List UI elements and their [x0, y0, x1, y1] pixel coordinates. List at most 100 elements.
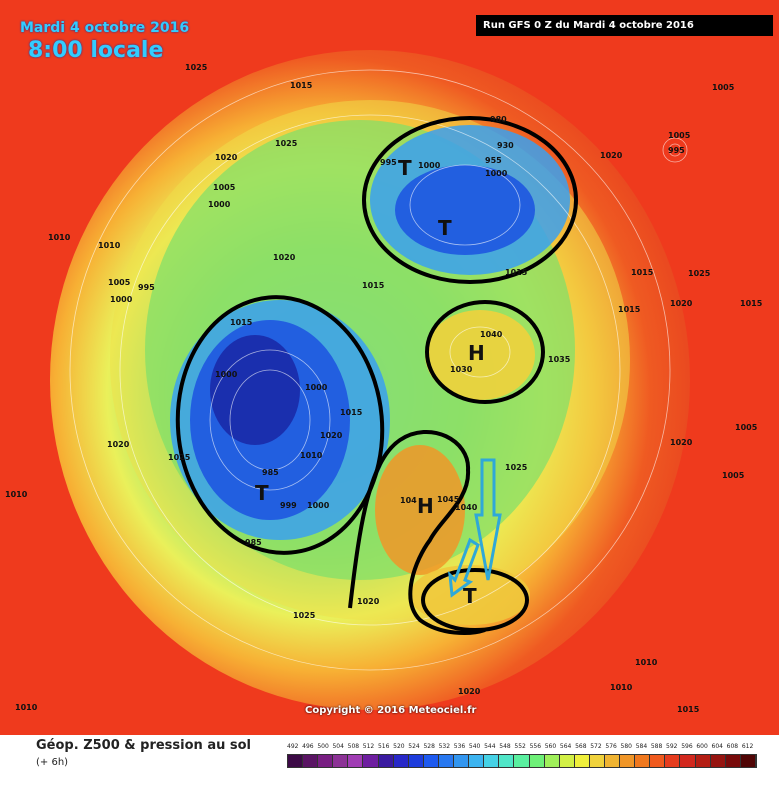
legend-tick: 600	[696, 743, 708, 750]
legend-tick: 528	[423, 743, 435, 750]
legend-tick: 572	[590, 743, 602, 750]
svg-text:1010: 1010	[300, 451, 323, 460]
legend-swatch	[438, 755, 455, 767]
svg-text:995: 995	[380, 158, 397, 167]
legend-swatch	[363, 755, 379, 767]
svg-text:1005: 1005	[668, 131, 691, 140]
forecast-date: Mardi 4 octobre 2016	[20, 20, 190, 36]
svg-text:1010: 1010	[635, 658, 658, 667]
legend-swatch	[333, 755, 349, 767]
svg-text:1025: 1025	[185, 63, 208, 72]
legend-tick: 592	[666, 743, 678, 750]
forecast-step: (+ 6h)	[36, 757, 69, 768]
svg-text:1010: 1010	[610, 683, 633, 692]
svg-text:T: T	[463, 584, 477, 608]
legend-tick: 520	[393, 743, 405, 750]
legend-tick: 552	[514, 743, 526, 750]
svg-text:1005: 1005	[722, 471, 745, 480]
svg-text:T: T	[255, 481, 269, 505]
svg-text:995: 995	[668, 146, 685, 155]
svg-text:1015: 1015	[340, 408, 363, 417]
legend-tick: 524	[408, 743, 420, 750]
legend-swatch	[378, 755, 394, 767]
svg-text:1020: 1020	[215, 153, 238, 162]
legend-swatch	[454, 755, 470, 767]
run-info-bar: Run GFS 0 Z du Mardi 4 octobre 2016	[476, 15, 773, 36]
legend-swatch	[499, 755, 515, 767]
legend-swatch	[740, 755, 756, 767]
legend-swatch	[484, 755, 500, 767]
svg-text:1000: 1000	[208, 200, 231, 209]
legend-swatch	[529, 755, 545, 767]
svg-text:985: 985	[245, 538, 262, 547]
legend-tick: 540	[468, 743, 481, 750]
svg-text:1015: 1015	[618, 305, 641, 314]
svg-text:1030: 1030	[450, 365, 473, 374]
svg-text:1000: 1000	[307, 501, 330, 510]
svg-text:1020: 1020	[320, 431, 343, 440]
svg-text:104: 104	[400, 496, 417, 505]
legend-swatch	[408, 755, 424, 767]
legend-tick: 608	[726, 743, 739, 750]
legend-swatch	[665, 755, 681, 767]
svg-text:1010: 1010	[15, 703, 38, 712]
svg-text:1005: 1005	[735, 423, 758, 432]
legend-tick: 612	[741, 743, 754, 750]
legend-swatch	[544, 755, 560, 767]
svg-text:1025: 1025	[505, 463, 528, 472]
legend-swatch	[604, 755, 621, 767]
legend-swatch	[620, 755, 636, 767]
legend-swatch	[589, 755, 605, 767]
legend-swatch	[393, 755, 409, 767]
svg-text:1015: 1015	[290, 81, 313, 90]
svg-text:1010: 1010	[98, 241, 121, 250]
svg-text:1025: 1025	[688, 269, 711, 278]
legend-swatch	[423, 755, 439, 767]
svg-text:1010: 1010	[5, 490, 28, 499]
legend-tick: 604	[711, 743, 723, 750]
svg-text:1035: 1035	[548, 355, 571, 364]
legend-tick: 568	[575, 743, 587, 750]
svg-text:1040: 1040	[480, 330, 503, 339]
legend-swatch	[635, 755, 651, 767]
svg-text:980: 980	[490, 115, 507, 124]
svg-text:1020: 1020	[273, 253, 296, 262]
legend-swatch	[469, 755, 485, 767]
legend-swatch	[514, 755, 530, 767]
svg-text:1020: 1020	[107, 440, 130, 449]
svg-text:1005: 1005	[712, 83, 735, 92]
legend-swatch	[559, 755, 575, 767]
svg-text:1020: 1020	[670, 299, 693, 308]
legend-tick: 556	[529, 743, 542, 750]
svg-text:1000: 1000	[215, 370, 238, 379]
svg-text:1020: 1020	[670, 438, 693, 447]
forecast-hour: 8:00 locale	[28, 38, 164, 63]
legend-swatch	[348, 755, 364, 767]
legend-swatch	[710, 755, 726, 767]
legend-tick: 548	[499, 743, 511, 750]
legend-tick: 532	[438, 743, 451, 750]
legend-tick: 496	[302, 743, 314, 750]
product-title: Géop. Z500 & pression au sol	[36, 738, 251, 753]
legend-tick: 580	[620, 743, 632, 750]
legend-swatch	[318, 755, 334, 767]
legend-swatch	[574, 755, 590, 767]
svg-text:1045: 1045	[437, 495, 460, 504]
svg-text:H: H	[417, 494, 434, 518]
svg-text:1005: 1005	[108, 278, 131, 287]
legend-tick: 508	[347, 743, 360, 750]
svg-text:1025: 1025	[293, 611, 316, 620]
svg-text:1015: 1015	[230, 318, 253, 327]
legend-tick: 544	[484, 743, 496, 750]
legend-tick: 504	[332, 743, 344, 750]
color-scale-legend	[287, 754, 757, 768]
svg-text:1000: 1000	[418, 161, 441, 170]
svg-text:1015: 1015	[677, 705, 700, 714]
legend-tick: 576	[605, 743, 617, 750]
svg-text:1000: 1000	[110, 295, 133, 304]
legend-swatch	[303, 755, 319, 767]
svg-text:1020: 1020	[357, 597, 380, 606]
legend-tick: 560	[544, 743, 557, 750]
legend-swatch	[680, 755, 696, 767]
legend-swatch	[650, 755, 666, 767]
